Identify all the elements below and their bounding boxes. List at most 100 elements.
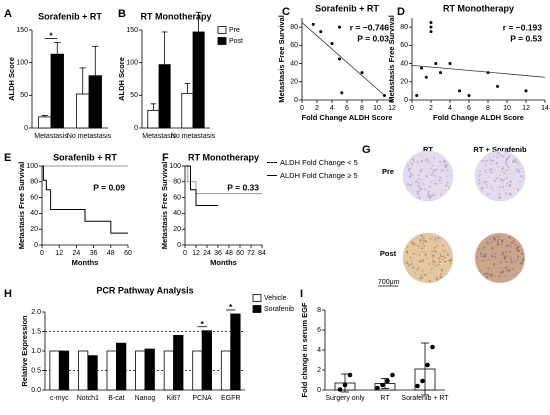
tissue-speck [488, 176, 490, 178]
tissue-speck [433, 260, 436, 264]
tissue-speck [480, 187, 483, 191]
y-tick-label: 20 [400, 79, 408, 86]
panel-letter: C [282, 6, 290, 18]
tissue-speck [432, 169, 435, 172]
tissue-speck [512, 240, 515, 243]
legend-swatch [217, 26, 227, 34]
legend-entry: ALDH Fold Change ≥ 5 [267, 171, 540, 180]
tissue-speck [418, 187, 421, 190]
tissue-speck [489, 158, 492, 162]
y-tick-label: 150 [16, 27, 28, 34]
x-tick-label: 48 [107, 250, 115, 257]
x-tick-label: 6 [467, 105, 471, 112]
data-point [415, 383, 420, 389]
tissue-speck [410, 162, 414, 166]
tissue-speck [427, 160, 430, 163]
tissue-speck [412, 266, 415, 269]
tissue-speck [410, 241, 414, 244]
tissue-speck [431, 164, 434, 167]
tissue-speck [505, 251, 507, 253]
tissue-speck [507, 155, 511, 158]
bar [220, 350, 232, 391]
tissue-speck [513, 187, 515, 190]
tissue-speck [417, 184, 420, 187]
tissue-speck [440, 193, 442, 196]
y-tick-label: 20 [173, 226, 181, 233]
data-point [424, 75, 428, 79]
data-point [439, 71, 442, 75]
panel-letter: A [4, 8, 12, 20]
tissue-speck [411, 158, 415, 162]
tissue-speck [445, 175, 448, 177]
data-point [385, 378, 390, 384]
tissue-speck [514, 244, 517, 246]
data-point [430, 344, 435, 350]
legend-label: Post [229, 38, 243, 45]
tissue-speck [500, 178, 503, 181]
tissue-speck [499, 154, 502, 157]
tissue-speck [432, 263, 435, 265]
x-tick-label: 24 [203, 250, 211, 257]
chart-title: PCR Pathway Analysis [96, 285, 193, 295]
tissue-speck [424, 253, 427, 256]
tissue-speck [442, 169, 445, 172]
tissue-speck [440, 169, 443, 172]
tissue-speck [520, 252, 523, 255]
tissue-speck [505, 176, 508, 180]
tissue-speck [423, 245, 426, 247]
legend-swatch [267, 175, 277, 176]
tissue-speck [424, 188, 426, 191]
chart-title: Sorafenib + RT [38, 11, 102, 21]
bar [192, 31, 205, 129]
tissue-speck [509, 180, 512, 183]
bar [144, 348, 155, 391]
tissue-speck [416, 161, 419, 163]
tissue-speck [497, 235, 500, 238]
tissue-speck [512, 160, 514, 163]
tissue-speck [418, 189, 421, 192]
tissue-speck [441, 244, 444, 247]
tissue-speck [484, 169, 487, 171]
tissue-speck [446, 163, 449, 166]
tissue-speck [493, 155, 495, 158]
tissue-speck [498, 193, 501, 196]
bar [50, 53, 64, 129]
tissue-speck [493, 171, 495, 173]
x-axis-label: Months [72, 258, 99, 267]
y-tick-label: 0 [294, 97, 298, 104]
tissue-speck [429, 167, 432, 170]
tissue-speck [522, 176, 525, 179]
tissue-speck [479, 170, 482, 173]
row-label: Post [380, 249, 397, 258]
y-tick-label: 100 [26, 163, 38, 170]
tissue-speck [423, 273, 427, 276]
y-tick-label: 100 [16, 60, 28, 67]
tissue-speck [482, 248, 484, 250]
y-tick-label: 8 [317, 307, 321, 314]
tissue-speck [405, 261, 409, 265]
tissue-speck [498, 196, 501, 200]
tissue-speck [503, 255, 506, 258]
tissue-speck [425, 174, 428, 178]
y-tick-label: 0.5 [31, 367, 41, 374]
y-tick-label: 80 [290, 24, 298, 31]
y-tick-label: 0 [134, 125, 138, 132]
y-tick-label: 100 [169, 163, 181, 170]
tissue-speck [484, 159, 487, 162]
x-tick-label: 12 [522, 105, 530, 112]
tissue-speck [420, 274, 423, 277]
tissue-speck [445, 165, 448, 168]
tissue-speck [423, 250, 425, 253]
tissue-speck [479, 173, 482, 176]
tissue-speck [417, 178, 421, 181]
tissue-speck [521, 168, 523, 170]
tissue-speck [485, 272, 488, 275]
y-tick-label: 150 [126, 27, 138, 34]
survival-line [185, 165, 218, 206]
tissue-speck [428, 262, 431, 265]
x-tick-label: EGFR [221, 395, 240, 402]
tissue-speck [515, 170, 518, 173]
significance-label: * [49, 31, 53, 41]
tissue-speck [439, 177, 442, 180]
tissue-speck [513, 173, 515, 175]
